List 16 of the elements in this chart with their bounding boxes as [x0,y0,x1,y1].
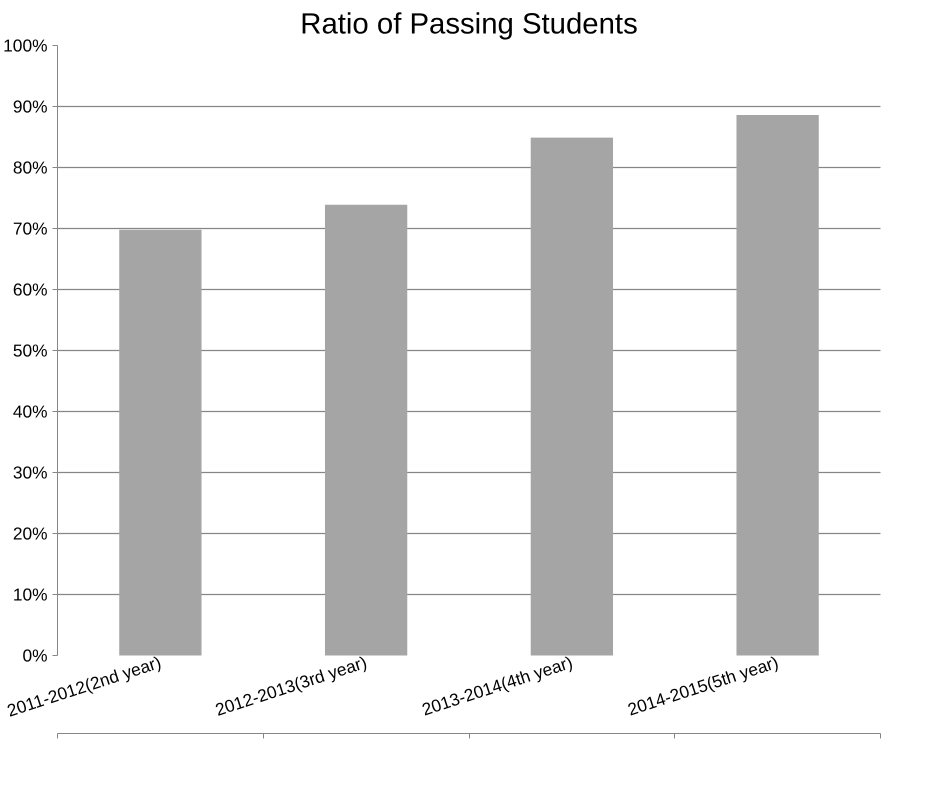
y-tick-label: 10% [12,584,48,604]
y-tick-label: 40% [12,402,48,422]
y-tick-label: 0% [22,646,48,666]
y-tick-label: 90% [12,96,48,116]
bar [736,115,819,656]
y-tick-label: 50% [12,340,48,360]
y-tick-label: 20% [12,524,48,544]
y-tick-label: 80% [12,158,48,178]
y-tick-label: 60% [12,280,48,300]
y-tick-label: 30% [12,462,48,482]
bar [324,204,408,656]
y-tick-label: 70% [12,218,48,238]
chart-title: Ratio of Passing Students [300,8,638,40]
bar [119,230,202,656]
bar [530,138,614,656]
y-tick-label: 100% [3,36,48,56]
